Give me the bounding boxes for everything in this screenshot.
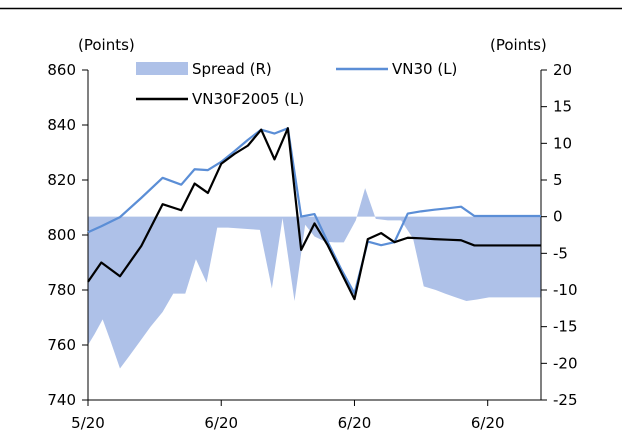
- vn30f2005-l-line: [87, 127, 541, 301]
- legend-label: VN30 (L): [392, 60, 457, 78]
- legend-label: VN30F2005 (L): [192, 90, 304, 108]
- right-tick-label: -15: [553, 318, 578, 336]
- legend-item: VN30 (L): [336, 60, 457, 78]
- legend: Spread (R) VN30 (L) VN30F2005 (L): [136, 60, 457, 108]
- left-axis-unit: (Points): [78, 36, 135, 54]
- left-tick-label: 800: [47, 226, 76, 244]
- x-tick-label: 6/20: [471, 414, 505, 432]
- left-tick-label: 860: [47, 61, 76, 79]
- legend-label: Spread (R): [192, 60, 272, 78]
- spread-area-layer: [88, 188, 541, 369]
- left-tick-label: 820: [47, 171, 76, 189]
- axes-layer: 740 760 780 800 820 840 860 -25 -20 -15 -10 -5 0 5 10 1…: [47, 61, 577, 432]
- right-tick-label: -25: [553, 391, 578, 409]
- right-tick-label: 10: [553, 134, 572, 152]
- left-tick-label: 740: [47, 391, 76, 409]
- right-tick-label: 5: [553, 171, 563, 189]
- line-layer: [87, 127, 541, 301]
- x-tick-label: 5/20: [71, 414, 105, 432]
- right-tick-label: -5: [553, 244, 568, 262]
- right-tick-label: -10: [553, 281, 578, 299]
- legend-item: Spread (R): [136, 60, 272, 78]
- legend-swatch: [136, 62, 188, 75]
- left-tick-label: 780: [47, 281, 76, 299]
- x-tick-label: 6/20: [338, 414, 372, 432]
- right-tick-label: 20: [553, 61, 572, 79]
- x-tick-label: 6/20: [204, 414, 238, 432]
- right-tick-label: 0: [553, 208, 563, 226]
- spread-area: [88, 188, 541, 369]
- vn30-l-line: [87, 127, 541, 295]
- left-tick-label: 840: [47, 116, 76, 134]
- right-tick-label: 15: [553, 98, 572, 116]
- left-tick-label: 760: [47, 336, 76, 354]
- legend-item: VN30F2005 (L): [136, 90, 304, 108]
- right-tick-label: -20: [553, 354, 578, 372]
- right-axis-unit: (Points): [490, 36, 547, 54]
